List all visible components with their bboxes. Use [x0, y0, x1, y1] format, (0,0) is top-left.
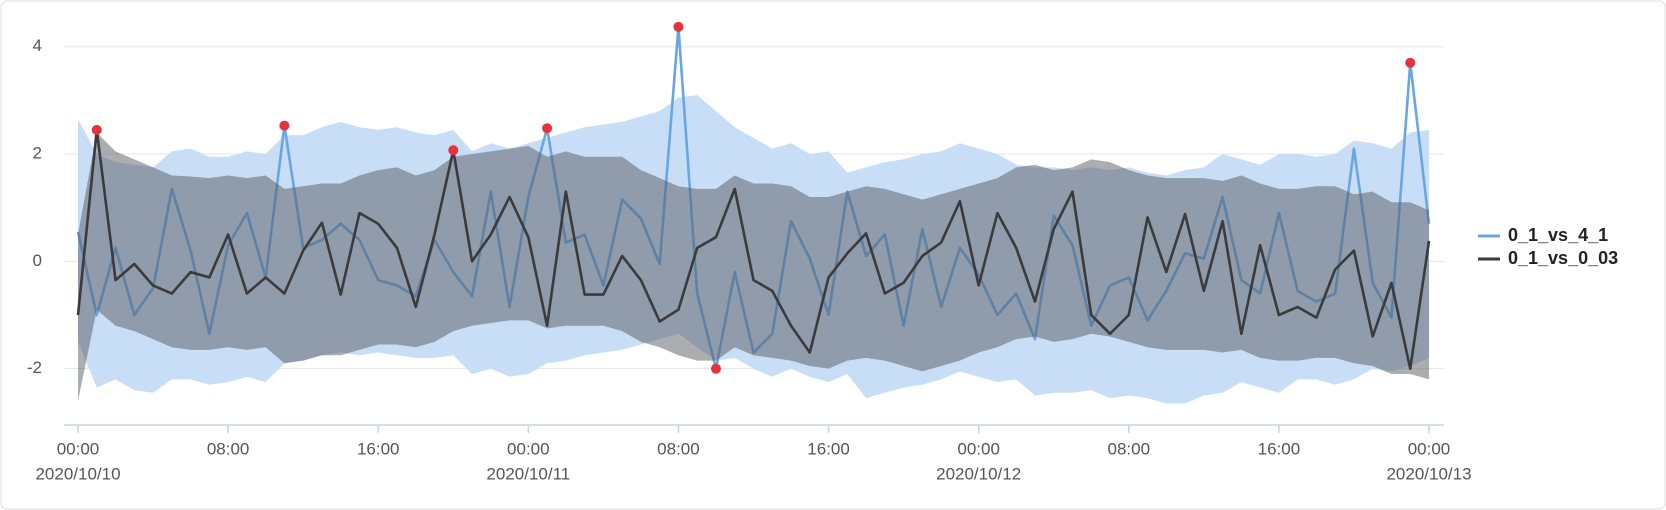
x-tick-date: 2020/10/11	[486, 464, 570, 483]
anomaly-point	[448, 145, 459, 156]
legend-label: 0_1_vs_0_03	[1508, 248, 1618, 268]
confidence-band	[78, 132, 1429, 401]
anomaly-point	[542, 123, 553, 134]
x-tick-label: 08:00	[657, 439, 700, 458]
x-tick-date: 2020/10/13	[1386, 464, 1471, 483]
x-tick-label: 08:00	[1108, 439, 1151, 458]
y-tick-label: 4	[33, 36, 42, 55]
y-tick-label: 0	[33, 251, 42, 270]
anomaly-point	[91, 124, 102, 135]
anomaly-point	[673, 21, 684, 32]
x-tick-label: 16:00	[357, 439, 400, 458]
y-tick-label: -2	[27, 358, 42, 377]
y-tick-label: 2	[33, 144, 42, 163]
series-line	[76, 128, 1431, 370]
x-tick-label: 08:00	[207, 439, 250, 458]
x-tick-label: 00:00	[1408, 439, 1451, 458]
x-tick-label: 00:00	[957, 439, 1000, 458]
anomaly-point	[1405, 57, 1416, 68]
anomaly-point	[279, 120, 290, 131]
legend: 0_1_vs_4_1 0_1_vs_0_03	[1478, 225, 1618, 268]
x-tick-date: 2020/10/10	[35, 464, 120, 483]
x-tick-label: 00:00	[57, 439, 100, 458]
anomaly-point	[710, 363, 721, 374]
legend-label: 0_1_vs_4_1	[1508, 225, 1608, 245]
x-tick-label: 16:00	[807, 439, 850, 458]
x-tick-label: 16:00	[1258, 439, 1301, 458]
x-tick-label: 00:00	[507, 439, 550, 458]
x-tick-date: 2020/10/12	[936, 464, 1021, 483]
